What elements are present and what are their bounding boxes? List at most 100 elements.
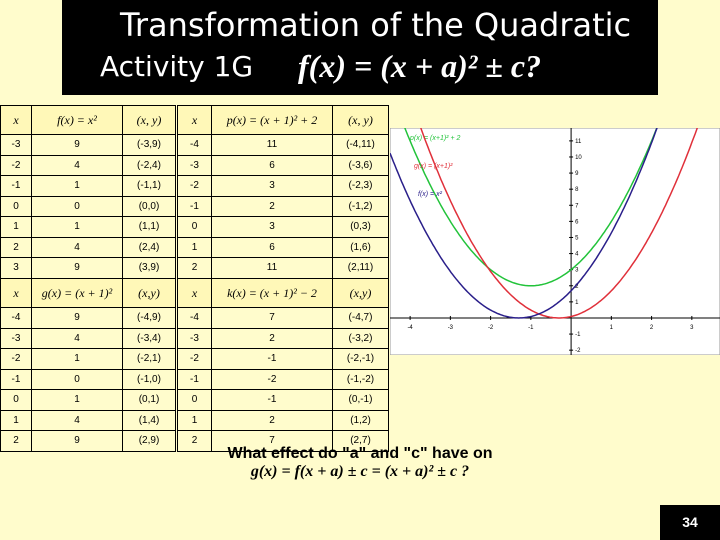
cell: 1 — [0, 216, 32, 238]
y-tick-label: 3 — [575, 268, 579, 274]
cell: 3 — [211, 216, 333, 238]
header-cell: x — [0, 105, 32, 135]
cell: 2 — [0, 430, 32, 452]
x-tick-label: -4 — [407, 325, 413, 331]
cell: 7 — [211, 430, 333, 452]
header-cell: f(x) = x² — [31, 105, 123, 135]
cell: (2,7) — [332, 430, 389, 452]
row: -3 2 (-3,2) — [177, 327, 389, 349]
row: -3 4 (-3,4) — [0, 327, 176, 349]
y-tick-label: -1 — [575, 332, 581, 338]
row: 2 4 (2,4) — [0, 236, 176, 258]
cell: (2,9) — [122, 430, 176, 452]
row: -4 7 (-4,7) — [177, 307, 389, 329]
row: -4 11 (-4,11) — [177, 134, 389, 156]
question-formula: g(x) = f(x + a) ± c = (x + a)² ± c ? — [250, 463, 470, 480]
cell: -3 — [177, 154, 212, 176]
question: What effect do "a" and "c" have on g(x) … — [200, 445, 520, 481]
cell: 2 — [211, 195, 333, 217]
cell: 0 — [0, 195, 32, 217]
cell: 4 — [31, 409, 123, 431]
table: x f(x) = x² (x, y) -3 9 (-3,9) -2 4 (-2,4) -1 1 (-1… — [0, 105, 176, 279]
curve — [390, 128, 658, 319]
cell: -4 — [177, 134, 212, 156]
cell: 0 — [0, 389, 32, 411]
cell: (3,9) — [122, 257, 176, 279]
header-row: x f(x) = x² (x, y) — [0, 105, 176, 135]
cell: 1 — [31, 389, 123, 411]
row: -2 4 (-2,4) — [0, 154, 176, 176]
cell: (-2,4) — [122, 154, 176, 176]
row: -1 0 (-1,0) — [0, 368, 176, 390]
x-tick-label: -1 — [528, 325, 534, 331]
cell: (1,1) — [122, 216, 176, 238]
y-tick-label: 4 — [575, 252, 579, 258]
row: -1 -2 (-1,-2) — [177, 368, 389, 390]
y-tick-label: 10 — [575, 155, 582, 161]
cell: 1 — [177, 236, 212, 258]
curve-label: g(x) = (x+1)² — [414, 163, 453, 170]
row: 1 1 (1,1) — [0, 216, 176, 238]
curve-label: p(x) = (x+1)² + 2 — [409, 135, 460, 142]
cell: (1,2) — [332, 409, 389, 431]
row: 1 4 (1,4) — [0, 409, 176, 431]
row: -2 3 (-2,3) — [177, 175, 389, 197]
title-formula: f(x) = (x + a)² ± c? — [298, 48, 542, 84]
graph: -4 -3 -2 -1 1 2 3 -2 -1 1 2 3 4 5 6 7 8 9 10 11 p(x) = (x+1)… — [390, 128, 720, 355]
y-tick-label: 11 — [575, 139, 582, 145]
cell: (-1,2) — [332, 195, 389, 217]
row: -1 1 (-1,1) — [0, 175, 176, 197]
cell: (0,1) — [122, 389, 176, 411]
curve-label: f(x) = x² — [418, 191, 443, 198]
cell: -2 — [0, 348, 32, 370]
cell: -1 — [0, 368, 32, 390]
title: Transformation of the Quadratic — [120, 6, 632, 44]
header-cell: p(x) = (x + 1)² + 2 — [211, 105, 333, 135]
cell: 2 — [0, 236, 32, 258]
x-tick-label: 1 — [610, 325, 614, 331]
cell: 6 — [211, 236, 333, 258]
cell: 4 — [31, 154, 123, 176]
cell: 2 — [211, 327, 333, 349]
row: -4 9 (-4,9) — [0, 307, 176, 329]
cell: 1 — [31, 348, 123, 370]
cell: -1 — [211, 348, 333, 370]
cell: 0 — [31, 195, 123, 217]
cell: 0 — [177, 216, 212, 238]
row: 2 7 (2,7) — [177, 430, 389, 452]
y-tick-label: 6 — [575, 219, 579, 225]
cell: (2,11) — [332, 257, 389, 279]
cell: 2 — [177, 257, 212, 279]
row: -1 2 (-1,2) — [177, 195, 389, 217]
cell: -1 — [0, 175, 32, 197]
cell: (0,3) — [332, 216, 389, 238]
row: 3 9 (3,9) — [0, 257, 176, 279]
cell: 3 — [211, 175, 333, 197]
y-tick-label: -2 — [575, 348, 581, 354]
table: x k(x) = (x + 1)² − 2 (x,y) -4 7 (-4,7) -3 2 (-3… — [177, 278, 389, 452]
header-cell: (x, y) — [332, 105, 389, 135]
cell: -4 — [0, 307, 32, 329]
cell: (-4,11) — [332, 134, 389, 156]
cell: -1 — [177, 368, 212, 390]
cell: 3 — [0, 257, 32, 279]
cell: 0 — [177, 389, 212, 411]
row: 0 -1 (0,-1) — [177, 389, 389, 411]
x-tick-label: 3 — [690, 325, 694, 331]
y-tick-label: 1 — [575, 300, 579, 306]
row: 1 2 (1,2) — [177, 409, 389, 431]
cell: (-3,6) — [332, 154, 389, 176]
cell: (1,6) — [332, 236, 389, 258]
cell: 1 — [0, 409, 32, 431]
cell: 4 — [31, 327, 123, 349]
cell: (-3,4) — [122, 327, 176, 349]
cell: (-1,1) — [122, 175, 176, 197]
cell: -1 — [211, 389, 333, 411]
cell: 9 — [31, 307, 123, 329]
cell: (-2,3) — [332, 175, 389, 197]
row: 2 9 (2,9) — [0, 430, 176, 452]
cell: -2 — [211, 368, 333, 390]
row: 0 0 (0,0) — [0, 195, 176, 217]
cell: (-3,2) — [332, 327, 389, 349]
